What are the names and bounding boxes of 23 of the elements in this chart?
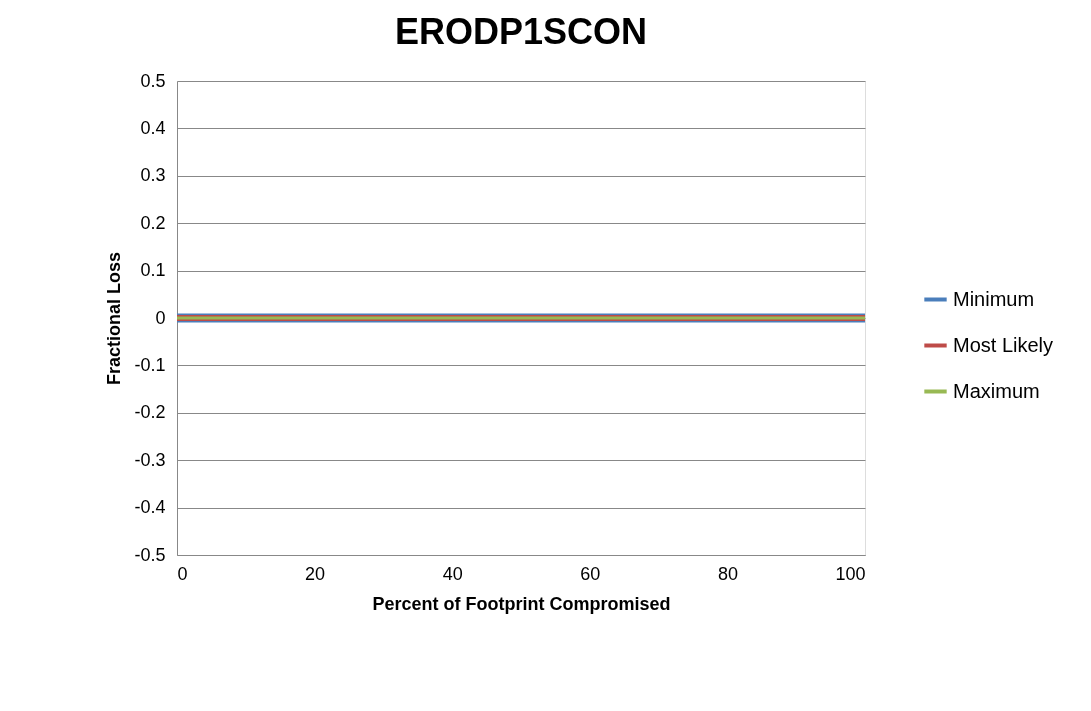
y-tick-label: -0.3 <box>134 449 166 470</box>
y-tick-label: 0.2 <box>140 212 166 233</box>
x-tick-label: 60 <box>580 563 601 584</box>
y-tick-label: 0.4 <box>140 117 166 138</box>
y-tick-label: -0.1 <box>134 354 166 375</box>
x-tick-label: 100 <box>835 563 866 584</box>
y-axis-title: Fractional Loss <box>104 251 125 386</box>
x-tick-label: 40 <box>442 563 463 584</box>
y-tick-label: 0.3 <box>140 165 166 186</box>
y-tick-label: 0.5 <box>140 70 166 91</box>
x-tick-label: 80 <box>717 563 738 584</box>
y-tick-label: 0.1 <box>140 260 166 281</box>
y-tick-label: -0.2 <box>134 402 166 423</box>
x-axis-title: Percent of Footprint Compromised <box>372 593 671 614</box>
y-tick-label: 0 <box>155 307 166 328</box>
legend-label: Maximum <box>953 379 1040 402</box>
x-tick-label: 20 <box>305 563 326 584</box>
y-tick-label: -0.5 <box>134 544 166 565</box>
chart-title: ERODP1SCON <box>394 11 648 52</box>
y-tick-label: -0.4 <box>134 497 166 518</box>
legend-label: Most Likely <box>953 333 1054 356</box>
x-tick-label: 0 <box>177 563 188 584</box>
legend-label: Minimum <box>953 287 1035 310</box>
